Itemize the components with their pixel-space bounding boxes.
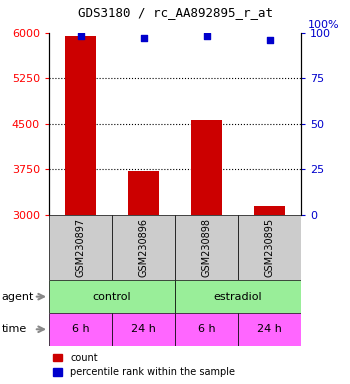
Bar: [175, 215, 238, 280]
Text: estradiol: estradiol: [214, 291, 262, 302]
Bar: [191, 120, 222, 215]
Bar: [238, 313, 301, 346]
Point: [267, 37, 272, 43]
Point: [78, 33, 83, 40]
Point: [141, 35, 146, 41]
Text: GDS3180 / rc_AA892895_r_at: GDS3180 / rc_AA892895_r_at: [77, 6, 273, 19]
Bar: [128, 171, 159, 215]
Bar: [238, 215, 301, 280]
Text: GSM230898: GSM230898: [202, 218, 211, 277]
Bar: [254, 206, 285, 215]
Text: 100%: 100%: [308, 20, 340, 30]
Bar: [49, 313, 112, 346]
Legend: count, percentile rank within the sample: count, percentile rank within the sample: [49, 349, 239, 381]
Text: 24 h: 24 h: [257, 324, 282, 334]
Text: 6 h: 6 h: [72, 324, 89, 334]
Text: control: control: [93, 291, 131, 302]
Bar: [175, 313, 238, 346]
Text: GSM230897: GSM230897: [76, 218, 85, 277]
Text: GSM230896: GSM230896: [139, 218, 148, 277]
Bar: [49, 215, 112, 280]
Bar: [175, 280, 301, 313]
Bar: [112, 313, 175, 346]
Text: 24 h: 24 h: [131, 324, 156, 334]
Bar: [112, 215, 175, 280]
Text: agent: agent: [2, 291, 34, 302]
Bar: [49, 280, 175, 313]
Point: [204, 33, 209, 40]
Bar: [65, 36, 96, 215]
Text: time: time: [2, 324, 27, 334]
Text: 6 h: 6 h: [198, 324, 215, 334]
Text: GSM230895: GSM230895: [265, 218, 274, 277]
